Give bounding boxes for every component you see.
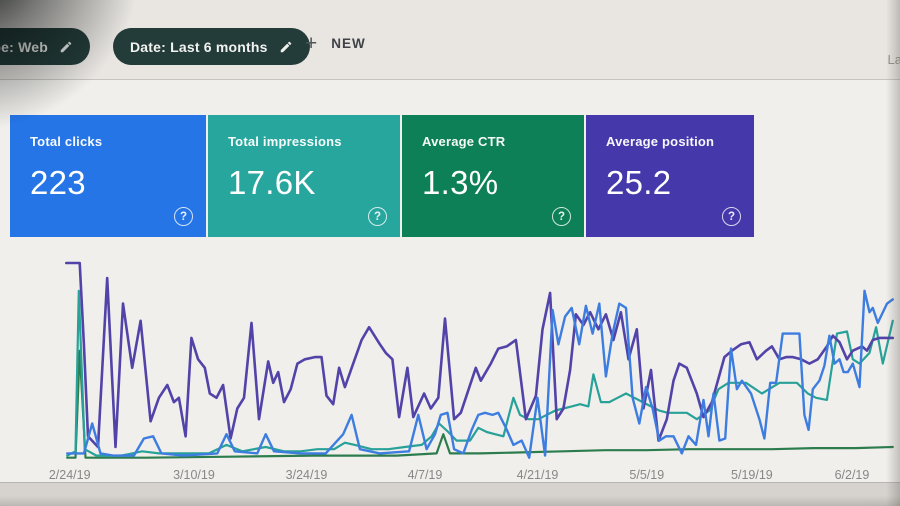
metric-card-label: Total clicks	[30, 134, 103, 149]
help-icon[interactable]: ?	[552, 207, 571, 226]
edit-pencil-icon[interactable]	[279, 40, 293, 54]
x-axis-label: 2/24/19	[48, 468, 91, 482]
metric-card-label: Average position	[606, 134, 715, 149]
help-icon[interactable]: ?	[722, 207, 741, 226]
metric-card-average-ctr[interactable]: Average CTR 1.3% ?	[402, 115, 584, 237]
performance-chart-svg	[64, 261, 895, 459]
metric-card-label: Average CTR	[422, 134, 506, 149]
help-icon[interactable]: ?	[174, 207, 193, 226]
x-axis-label: 4/21/19	[516, 468, 559, 482]
performance-report-panel: Total clicks 223 ? Total impressions 17.…	[0, 80, 900, 482]
metric-card-label: Total impressions	[228, 134, 342, 149]
date-filter-chip-label: Date: Last 6 months	[130, 38, 268, 55]
metric-card-value: 25.2	[606, 164, 672, 201]
help-icon[interactable]: ?	[368, 207, 387, 226]
chart-series-clicks	[65, 289, 894, 459]
performance-line-chart[interactable]	[63, 248, 897, 462]
edit-pencil-icon[interactable]	[59, 40, 73, 54]
chart-series-ctr	[66, 289, 894, 457]
x-axis-label: 6/2/19	[834, 468, 870, 482]
chart-series-impressions	[64, 261, 895, 449]
new-filter-button[interactable]: + NEW	[305, 33, 366, 54]
metric-card-value: 1.3%	[422, 164, 499, 201]
metric-card-total-impressions[interactable]: Total impressions 17.6K ?	[208, 115, 400, 237]
filter-toolbar: type: Web Date: Last 6 months + NEW La	[0, 0, 900, 79]
clipped-right-text: La	[887, 52, 900, 67]
metric-card-average-position[interactable]: Average position 25.2 ?	[586, 115, 754, 237]
bottom-strip	[0, 482, 900, 506]
new-filter-label: NEW	[331, 36, 366, 51]
x-axis-label: 3/10/19	[173, 468, 215, 482]
date-filter-chip[interactable]: Date: Last 6 months	[113, 28, 310, 65]
metric-card-value: 223	[30, 164, 86, 201]
plus-icon: +	[305, 32, 318, 55]
x-axis-label: 5/19/19	[731, 468, 773, 482]
search-type-chip[interactable]: type: Web	[0, 28, 90, 65]
x-axis-label: 4/7/19	[407, 468, 443, 482]
metric-cards-row: Total clicks 223 ? Total impressions 17.…	[10, 115, 754, 237]
x-axis-label: 3/24/19	[285, 468, 328, 482]
x-axis-label: 5/5/19	[629, 468, 665, 482]
metric-card-total-clicks[interactable]: Total clicks 223 ?	[10, 115, 206, 237]
search-type-chip-label: type: Web	[0, 38, 48, 55]
metric-card-value: 17.6K	[228, 164, 316, 201]
